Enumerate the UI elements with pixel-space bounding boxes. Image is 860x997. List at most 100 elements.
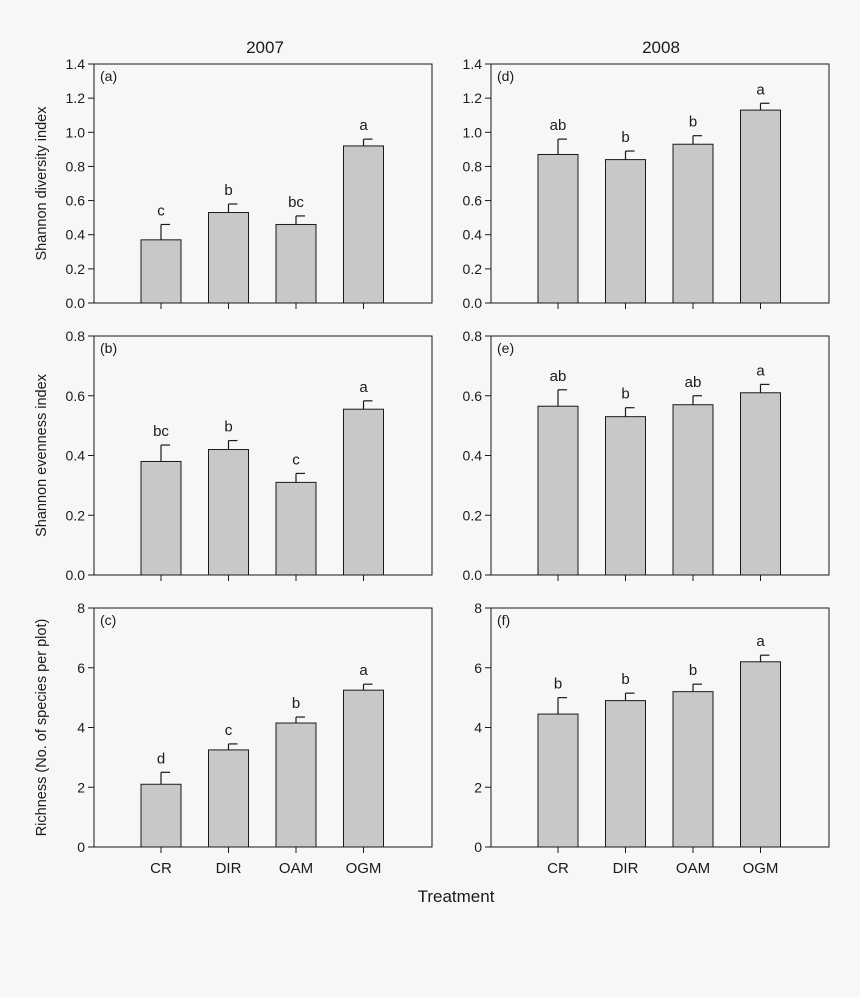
significance-label: c bbox=[225, 722, 233, 739]
y-tick-label: 0.4 bbox=[463, 227, 483, 243]
significance-label: b bbox=[689, 662, 697, 679]
y-tick-label: 0.0 bbox=[66, 295, 86, 311]
significance-label: bc bbox=[288, 194, 304, 211]
y-axis-title: Shannon evenness index bbox=[34, 373, 50, 537]
significance-label: b bbox=[224, 182, 232, 199]
significance-label: b bbox=[554, 676, 562, 693]
significance-label: b bbox=[292, 695, 300, 712]
panel-label: (d) bbox=[497, 68, 514, 84]
bar-cr bbox=[537, 405, 579, 576]
y-tick-label: 0.0 bbox=[66, 567, 86, 583]
significance-label: a bbox=[756, 362, 765, 379]
panel-f: 0 2 4 6 8 (f) b b b a CR DIR OAM OGM bbox=[474, 600, 830, 877]
y-tick-label: 0.2 bbox=[66, 507, 86, 523]
panel-label: (e) bbox=[497, 340, 514, 356]
bar-dir bbox=[605, 416, 646, 576]
bar-oam bbox=[275, 722, 317, 848]
y-tick-label: 8 bbox=[77, 600, 85, 616]
significance-label: ab bbox=[550, 368, 567, 385]
significance-label: ab bbox=[685, 374, 702, 391]
y-tick-label: 0.2 bbox=[66, 261, 86, 277]
y-tick-label: 0.6 bbox=[463, 388, 483, 404]
bar-oam bbox=[275, 481, 317, 576]
y-tick-label: 2 bbox=[77, 779, 85, 795]
panel-e: 0.0 0.2 0.4 0.6 0.8 (e) ab b ab a bbox=[463, 328, 830, 583]
significance-label: bc bbox=[153, 423, 169, 440]
y-tick-label: 0.2 bbox=[463, 261, 483, 277]
significance-label: b bbox=[621, 129, 629, 146]
bar-ogm bbox=[740, 109, 781, 304]
category-label: OAM bbox=[279, 860, 313, 877]
significance-label: b bbox=[224, 419, 232, 436]
panel-c: 0 2 4 6 8 (c) Richness (No. of species per plo… bbox=[34, 600, 433, 877]
bar-ogm bbox=[740, 661, 781, 848]
panel-label: (c) bbox=[100, 612, 116, 628]
y-tick-label: 1.4 bbox=[463, 56, 483, 72]
significance-label: b bbox=[689, 114, 697, 131]
y-tick-label: 1.4 bbox=[66, 56, 86, 72]
y-tick-label: 8 bbox=[474, 600, 482, 616]
plot-frame bbox=[93, 63, 433, 304]
y-axis-title: Shannon diversity index bbox=[34, 106, 50, 261]
bar-cr bbox=[140, 239, 182, 304]
bar-cr bbox=[537, 153, 579, 304]
bar-ogm bbox=[343, 689, 384, 848]
significance-label: b bbox=[621, 671, 629, 688]
y-tick-label: 0 bbox=[474, 839, 482, 855]
panel-label: (b) bbox=[100, 340, 117, 356]
category-label: DIR bbox=[216, 860, 242, 877]
bar-cr bbox=[140, 460, 182, 576]
category-label: CR bbox=[547, 860, 569, 877]
y-tick-label: 0.0 bbox=[463, 567, 483, 583]
bar-ogm bbox=[343, 145, 384, 304]
y-tick-label: 4 bbox=[77, 720, 85, 736]
bar-dir bbox=[605, 159, 646, 304]
y-tick-label: 0.2 bbox=[463, 507, 483, 523]
y-tick-label: 0.4 bbox=[66, 227, 86, 243]
panel-d: 0.0 0.2 0.4 0.6 0.8 1.0 1.2 1.4 (d) ab b b a bbox=[463, 56, 830, 311]
y-tick-label: 1.0 bbox=[463, 124, 483, 140]
y-tick-label: 0.8 bbox=[66, 328, 86, 344]
significance-label: a bbox=[756, 633, 765, 650]
bar-dir bbox=[208, 212, 249, 304]
significance-label: ab bbox=[550, 117, 567, 134]
y-tick-label: 2 bbox=[474, 779, 482, 795]
x-axis-title: Treatment bbox=[418, 887, 495, 906]
significance-label: a bbox=[359, 662, 368, 679]
bar-ogm bbox=[343, 408, 384, 576]
category-label: OGM bbox=[743, 860, 779, 877]
y-tick-label: 0.8 bbox=[463, 158, 483, 174]
category-label: OGM bbox=[346, 860, 382, 877]
significance-label: a bbox=[359, 379, 368, 396]
y-tick-label: 0.8 bbox=[66, 158, 86, 174]
bar-oam bbox=[275, 223, 317, 304]
bar-oam bbox=[672, 143, 714, 304]
bar-ogm bbox=[740, 392, 781, 576]
bar-dir bbox=[208, 749, 249, 848]
bar-dir bbox=[208, 449, 249, 576]
category-label: DIR bbox=[613, 860, 639, 877]
bar-cr bbox=[537, 713, 579, 848]
y-tick-label: 0.0 bbox=[463, 295, 483, 311]
bar-cr bbox=[140, 783, 182, 848]
significance-label: b bbox=[621, 386, 629, 403]
panel-label: (a) bbox=[100, 68, 117, 84]
y-tick-label: 0.6 bbox=[66, 388, 86, 404]
plot-frame bbox=[490, 63, 830, 304]
y-tick-label: 0.8 bbox=[463, 328, 483, 344]
y-tick-label: 0.4 bbox=[463, 448, 483, 464]
bar-oam bbox=[672, 404, 714, 576]
y-tick-label: 0.6 bbox=[66, 193, 86, 209]
y-tick-label: 0 bbox=[77, 839, 85, 855]
y-tick-label: 1.0 bbox=[66, 124, 86, 140]
significance-label: a bbox=[756, 81, 765, 98]
category-label: OAM bbox=[676, 860, 710, 877]
significance-label: c bbox=[292, 451, 300, 468]
significance-label: c bbox=[157, 202, 165, 219]
column-title-2007: 2007 bbox=[246, 38, 284, 57]
y-tick-label: 1.2 bbox=[463, 90, 483, 106]
panel-b: 0.0 0.2 0.4 0.6 0.8 (b) Shannon evenness index… bbox=[34, 328, 433, 583]
y-tick-label: 6 bbox=[77, 660, 85, 676]
panel-a: 0.0 0.2 0.4 0.6 0.8 1.0 1.2 1.4 (a) Shannon diver… bbox=[34, 56, 433, 311]
